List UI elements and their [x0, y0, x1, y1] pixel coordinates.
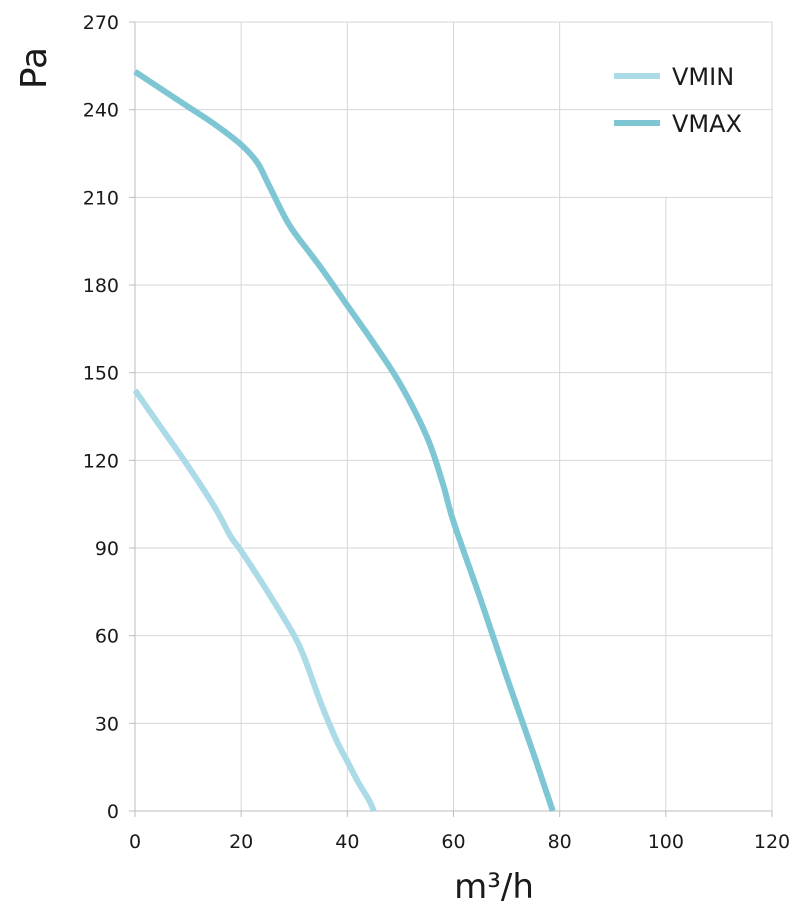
axes — [129, 21, 773, 817]
legend-label-vmin: VMIN — [672, 63, 734, 91]
x-tick-label: 60 — [441, 831, 465, 853]
legend: VMIN VMAX — [614, 63, 742, 138]
series-line-vmax — [133, 69, 556, 812]
y-tick-label: 180 — [83, 275, 119, 297]
y-tick-label: 90 — [95, 538, 119, 560]
y-tick-label: 30 — [95, 713, 119, 735]
gridlines — [135, 21, 773, 811]
series-line-vmin — [132, 388, 377, 813]
y-tick-label: 210 — [83, 187, 119, 209]
x-tick-label: 20 — [229, 831, 253, 853]
x-tick-label: 120 — [754, 831, 790, 853]
y-tick-label: 60 — [95, 626, 119, 648]
y-tick-label: 0 — [107, 801, 119, 823]
y-tick-label: 120 — [83, 450, 119, 472]
tick-labels: 0 30 60 90 120 150 180 210 240 270 0 20 40 60 80 100 120 — [83, 12, 790, 853]
y-tick-label: 150 — [83, 363, 119, 385]
x-tick-label: 80 — [548, 831, 572, 853]
x-tick-label: 0 — [129, 831, 141, 853]
y-tick-label: 240 — [83, 100, 119, 122]
x-tick-label: 40 — [335, 831, 359, 853]
y-tick-label: 270 — [83, 12, 119, 34]
y-axis-title: Pa — [14, 47, 55, 89]
series-lines — [132, 69, 556, 813]
x-tick-label: 100 — [648, 831, 684, 853]
x-axis-title: m³/h — [454, 867, 534, 904]
legend-label-vmax: VMAX — [672, 110, 742, 138]
